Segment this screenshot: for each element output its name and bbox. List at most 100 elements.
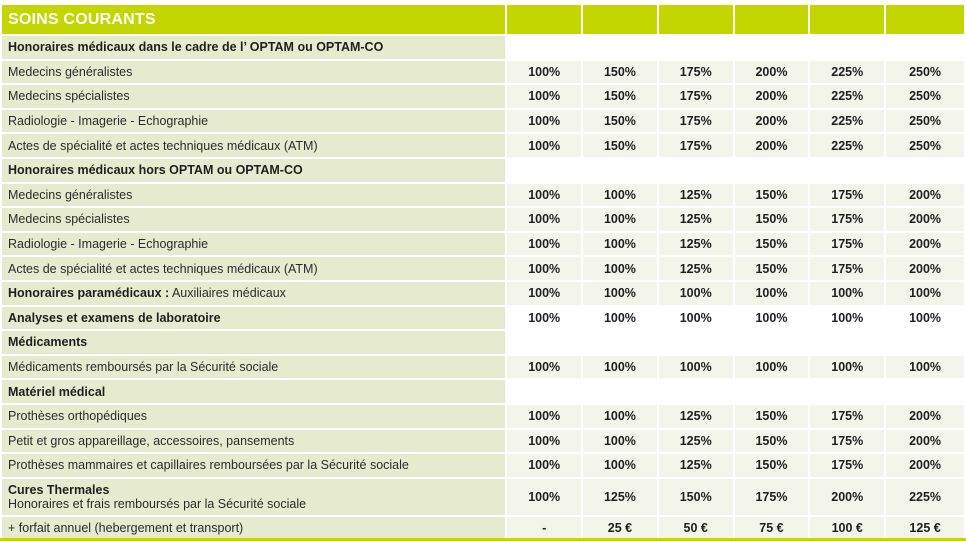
cell-value: 200% (734, 134, 809, 157)
cell-value: 100% (658, 306, 733, 330)
row-label: Medecins généralistes (2, 183, 506, 207)
cell-value: 100% (810, 281, 885, 305)
cell-value (810, 331, 885, 354)
cell-value: 100% (810, 355, 885, 379)
table-row: Cures Thermales Honoraires et frais rembo… (2, 478, 964, 515)
cell-value: 100% (507, 306, 582, 330)
cell-value: 175% (810, 429, 885, 453)
cell-value (583, 36, 657, 59)
cell-value: 100% (507, 183, 582, 207)
table-row: Honoraires médicaux hors OPTAM ou OPTAM-… (2, 158, 964, 182)
cell-value: 175% (810, 183, 885, 207)
cell-value: 100% (886, 355, 964, 379)
cell-value: 225% (810, 134, 885, 157)
row-label: Cures Thermales Honoraires et frais rembo… (2, 478, 506, 515)
cell-value: 225% (810, 109, 885, 133)
table-row: Medecins généralistes 100% 100% 125% 150% 175… (2, 183, 964, 207)
cell-value (658, 36, 733, 59)
cell-value: 150% (658, 478, 733, 515)
cell-value: 200% (734, 60, 809, 84)
cell-value (583, 331, 657, 354)
cell-value: 150% (583, 134, 657, 157)
table-row: Radiologie - Imagerie - Echographie 100% 1… (2, 109, 964, 133)
cell-value: 75 € (734, 516, 809, 540)
table-row: Honoraires paramédicaux : Auxiliaires mé… (2, 281, 964, 305)
table-row: Analyses et examens de laboratoire 100% 10… (2, 306, 964, 330)
cell-value: 100% (507, 257, 582, 280)
cell-value (734, 380, 809, 403)
row-label: Petit et gros appareillage, accessoires,… (2, 429, 506, 453)
table-row: Prothèses orthopédiques 100% 100% 125% 150% 1… (2, 404, 964, 428)
cell-value (734, 36, 809, 59)
row-label: Actes de spécialité et actes techniques … (2, 257, 506, 280)
cell-value: 100% (583, 183, 657, 207)
cell-value: 200% (886, 454, 964, 477)
cell-value: 100% (507, 85, 582, 108)
cell-value: 25 € (583, 516, 657, 540)
row-label: Medecins spécialistes (2, 85, 506, 108)
cell-value: 100% (507, 134, 582, 157)
row-label: Medecins généralistes (2, 60, 506, 84)
row-label: Radiologie - Imagerie - Echographie (2, 232, 506, 256)
cell-value: 100% (507, 454, 582, 477)
cell-value: 150% (583, 109, 657, 133)
cell-value: - (507, 516, 582, 540)
cell-value: 125 € (886, 516, 964, 540)
cell-value: 200% (810, 478, 885, 515)
cell-value (734, 331, 809, 354)
cell-value: 100% (886, 281, 964, 305)
row-label: Honoraires paramédicaux : Auxiliaires mé… (2, 281, 506, 305)
cell-value (507, 36, 582, 59)
table-row: Prothèses mammaires et capillaires rembo… (2, 454, 964, 477)
cell-value (507, 331, 582, 354)
row-label: Actes de spécialité et actes techniques … (2, 134, 506, 157)
cell-value: 100% (583, 306, 657, 330)
cell-value (810, 36, 885, 59)
cell-value: 150% (583, 60, 657, 84)
cell-value: 100% (507, 281, 582, 305)
row-label: Radiologie - Imagerie - Echographie (2, 109, 506, 133)
cell-value: 100 € (810, 516, 885, 540)
cell-value: 100% (507, 208, 582, 231)
row-label: Matériel médical (2, 380, 506, 403)
cell-value: 100% (507, 355, 582, 379)
row-label: Prothèses mammaires et capillaires rembo… (2, 454, 506, 477)
cell-value: 200% (734, 85, 809, 108)
row-label: Honoraires médicaux dans le cadre de l’ … (2, 36, 506, 59)
cell-value: 200% (886, 183, 964, 207)
cell-value: 100% (583, 257, 657, 280)
coverage-table: SOINS COURANTS Honoraires médicaux dans … (0, 3, 966, 541)
cell-value (810, 380, 885, 403)
cell-value: 200% (734, 109, 809, 133)
cell-value (886, 380, 964, 403)
row-label: + forfait annuel (hebergement et transpo… (2, 516, 506, 540)
cell-value: 100% (583, 281, 657, 305)
cell-value (507, 380, 582, 403)
table-row: Medecins généralistes 100% 150% 175% 200% 225… (2, 60, 964, 84)
cell-value: 175% (734, 478, 809, 515)
cell-value: 225% (886, 478, 964, 515)
cell-value: 150% (734, 454, 809, 477)
cell-value: 175% (658, 85, 733, 108)
cell-value: 100% (583, 429, 657, 453)
row-label-text: Honoraires et frais remboursés par la Sé… (8, 496, 307, 511)
cell-value: 175% (810, 454, 885, 477)
cell-value: 100% (734, 281, 809, 305)
cell-value: 100% (810, 306, 885, 330)
cell-value: 150% (734, 208, 809, 231)
cell-value: 125% (658, 454, 733, 477)
cell-value: 100% (507, 232, 582, 256)
row-label-bold: Honoraires paramédicaux : (8, 286, 170, 301)
cell-value: 175% (810, 257, 885, 280)
cell-value: 175% (810, 232, 885, 256)
title-row: SOINS COURANTS (2, 5, 964, 34)
table-row: Petit et gros appareillage, accessoires,… (2, 429, 964, 453)
table-row: Matériel médical (2, 380, 964, 403)
cell-value: 50 € (658, 516, 733, 540)
cell-value: 100% (507, 429, 582, 453)
section-title: SOINS COURANTS (2, 5, 506, 34)
cell-value: 175% (658, 60, 733, 84)
table-row: Médicaments (2, 331, 964, 354)
cell-value: 175% (658, 109, 733, 133)
cell-value: 100% (583, 454, 657, 477)
